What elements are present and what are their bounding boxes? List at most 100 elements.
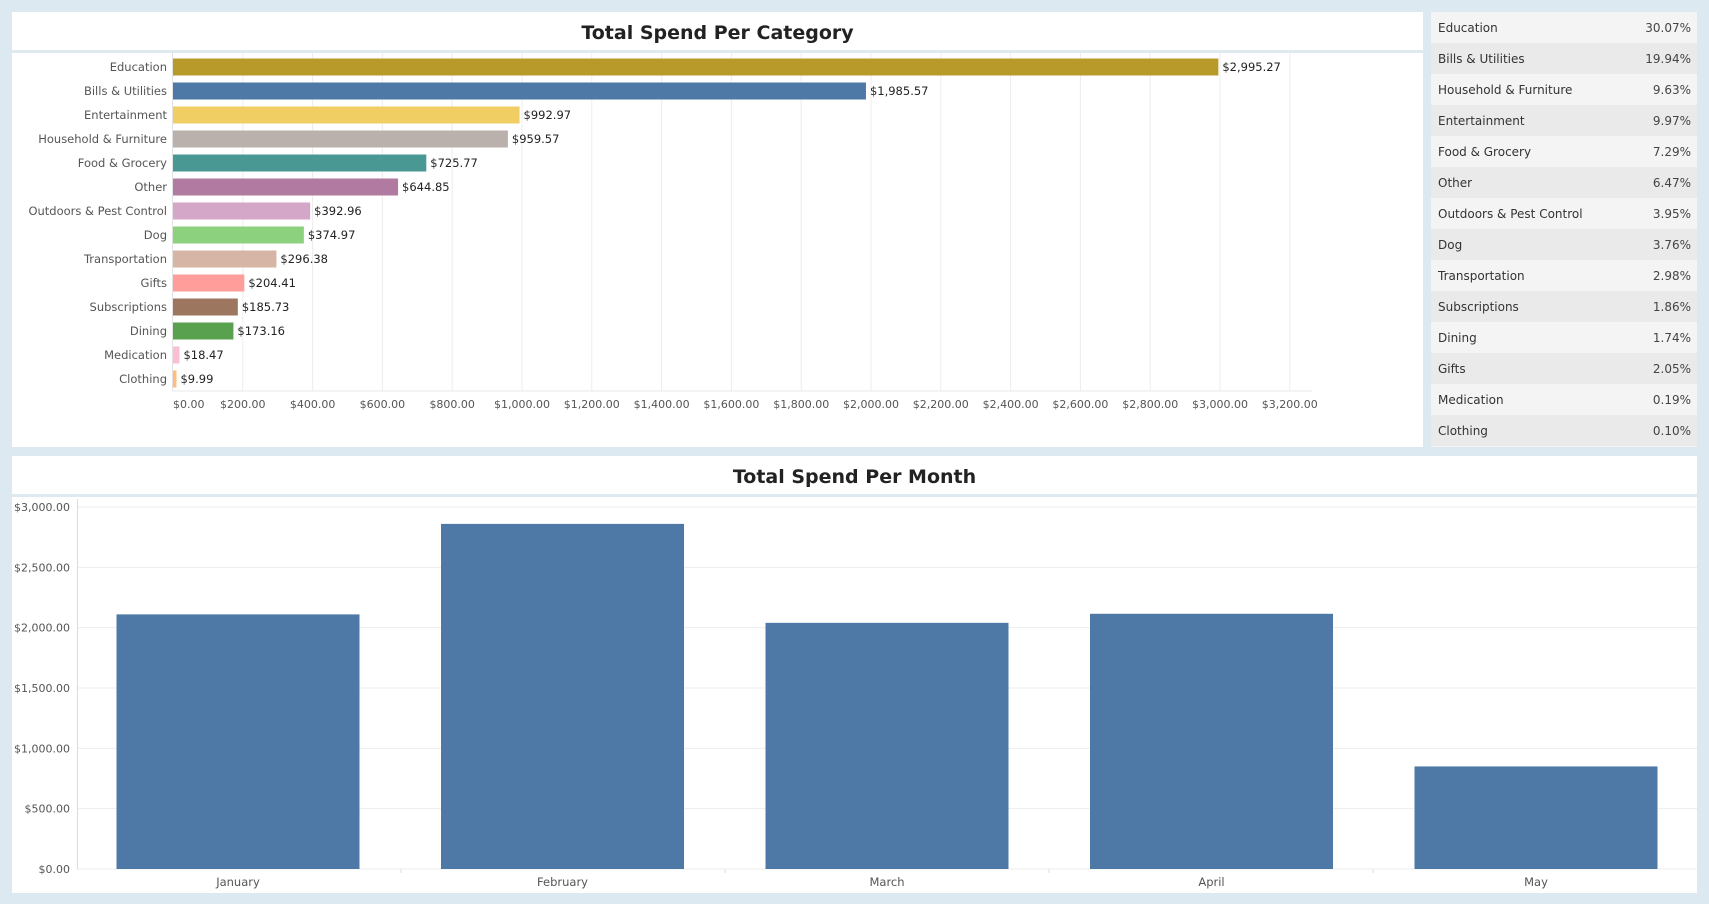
category-bar: [173, 106, 520, 124]
category-label: Transportation: [83, 252, 167, 266]
bar-value-label: $296.38: [280, 252, 328, 266]
category-bar-chart: $0.00 $200.00 $400.00 $600.00 $800.00 $1,000.…: [28, 53, 1318, 411]
table-row-label: Entertainment: [1438, 114, 1525, 128]
bar-value-label: $959.57: [512, 132, 560, 146]
x-tick-label: $400.00: [290, 398, 336, 411]
category-label: Dog: [144, 228, 167, 242]
table-row: Transportation 2.98%: [1431, 260, 1697, 291]
category-bar: [173, 178, 399, 196]
x-tick-label: $2,400.00: [983, 398, 1039, 411]
table-row-value: 0.10%: [1652, 424, 1691, 438]
bar-value-label: $18.47: [183, 348, 223, 362]
month-label: May: [1524, 875, 1548, 889]
bar-value-label: $2,995.27: [1222, 60, 1281, 74]
month-bar: [116, 614, 360, 869]
table-row-value: 19.94%: [1645, 52, 1691, 66]
month-chart-title: Total Spend Per Month: [12, 456, 1697, 497]
y-tick-label: $500.00: [25, 803, 71, 816]
y-tick-label: $3,000.00: [14, 501, 70, 514]
x-tick-label: $600.00: [360, 398, 406, 411]
bar-value-label: $725.77: [430, 156, 478, 170]
table-row-label: Household & Furniture: [1438, 83, 1573, 97]
category-label: Other: [134, 180, 167, 194]
table-row: Entertainment 9.97%: [1431, 105, 1697, 136]
x-tick-label: $2,000.00: [843, 398, 899, 411]
x-tick-label: $800.00: [429, 398, 475, 411]
table-row-value: 6.47%: [1652, 176, 1691, 190]
x-tick-label: $200.00: [220, 398, 266, 411]
bar-value-label: $204.41: [248, 276, 296, 290]
category-bar: [173, 226, 304, 244]
table-row: Bills & Utilities 19.94%: [1431, 43, 1697, 74]
category-bar: [173, 250, 277, 268]
table-row-value: 2.98%: [1652, 269, 1691, 283]
month-label: February: [537, 875, 588, 889]
bar-value-label: $374.97: [308, 228, 356, 242]
table-row-value: 9.97%: [1652, 114, 1691, 128]
category-label: Education: [110, 60, 167, 74]
category-bar: [173, 322, 234, 340]
bar-value-label: $185.73: [242, 300, 290, 314]
bar-value-label: $9.99: [180, 372, 213, 386]
category-label: Gifts: [141, 276, 167, 290]
category-bar: [173, 130, 508, 148]
category-bar: [173, 58, 1219, 76]
category-label: Food & Grocery: [78, 156, 167, 170]
table-row-label: Subscriptions: [1438, 300, 1519, 314]
month-bar: [1090, 613, 1333, 869]
x-tick-label: $0.00: [173, 398, 205, 411]
x-tick-label: $1,400.00: [634, 398, 690, 411]
x-tick-label: $3,200.00: [1262, 398, 1318, 411]
table-row-label: Clothing: [1438, 424, 1488, 438]
category-label: Bills & Utilities: [84, 84, 167, 98]
category-bar: [173, 82, 866, 100]
x-tick-label: $1,800.00: [773, 398, 829, 411]
y-tick-label: $2,500.00: [14, 561, 70, 574]
y-tick-label: $0.00: [39, 863, 71, 876]
table-row: Medication 0.19%: [1431, 384, 1697, 415]
table-row-value: 3.76%: [1652, 238, 1691, 252]
table-row-value: 2.05%: [1652, 362, 1691, 376]
category-bar: [173, 154, 427, 172]
x-tick-label: $2,200.00: [913, 398, 969, 411]
month-bar: [765, 622, 1009, 869]
bar-value-label: $1,985.57: [870, 84, 929, 98]
category-chart-title: Total Spend Per Category: [12, 12, 1423, 53]
table-row-label: Bills & Utilities: [1438, 52, 1525, 66]
table-row: Other 6.47%: [1431, 167, 1697, 198]
month-bar-chart: $0.00 $500.00 $1,000.00 $1,500.00 $2,000.00 $…: [14, 499, 1697, 889]
table-row-value: 0.19%: [1652, 393, 1691, 407]
y-tick-label: $2,000.00: [14, 622, 70, 635]
table-row-value: 7.29%: [1652, 145, 1691, 159]
category-label: Subscriptions: [90, 300, 167, 314]
month-chart-panel: Total Spend Per Month $0.00 $500.00 $1,000…: [12, 456, 1697, 893]
table-row-value: 30.07%: [1645, 21, 1691, 35]
x-tick-label: $1,200.00: [564, 398, 620, 411]
table-row: Dining 1.74%: [1431, 322, 1697, 353]
table-row-label: Medication: [1438, 393, 1504, 407]
table-row-label: Dining: [1438, 331, 1477, 345]
table-row-value: 3.95%: [1652, 207, 1691, 221]
table-row: Gifts 2.05%: [1431, 353, 1697, 384]
table-row-label: Education: [1438, 21, 1498, 35]
category-label: Medication: [104, 348, 167, 362]
category-chart-panel: Total Spend Per Category $0.00 $200.00 $40…: [12, 12, 1423, 447]
category-bar: [173, 346, 180, 364]
category-label: Household & Furniture: [38, 132, 167, 146]
table-row-label: Other: [1438, 176, 1473, 190]
table-row-label: Gifts: [1438, 362, 1466, 376]
y-tick-label: $1,000.00: [14, 742, 70, 755]
table-row: Food & Grocery 7.29%: [1431, 136, 1697, 167]
category-label: Outdoors & Pest Control: [28, 204, 167, 218]
percent-table: Education 30.07% Bills & Utilities 19.94% Ho…: [1431, 12, 1697, 447]
category-bar: [173, 274, 245, 292]
x-tick-label: $1,000.00: [494, 398, 550, 411]
month-bar: [1414, 766, 1658, 869]
bar-value-label: $173.16: [237, 324, 285, 338]
month-label: March: [869, 875, 904, 889]
category-bar: [173, 298, 238, 316]
category-bar: [173, 370, 177, 388]
bar-value-label: $392.96: [314, 204, 362, 218]
category-label: Clothing: [119, 372, 167, 386]
category-label: Entertainment: [84, 108, 167, 122]
